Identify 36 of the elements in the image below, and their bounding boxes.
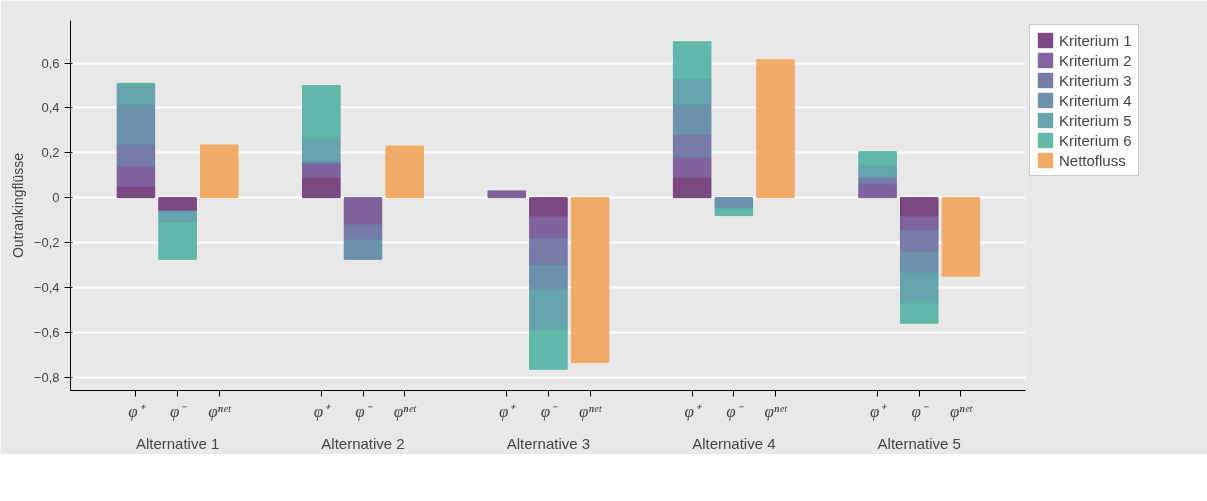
legend-label: Kriterium 4: [1059, 91, 1132, 109]
y-tick-label: 0: [52, 190, 60, 206]
x-tick-label: φ⁺: [313, 401, 332, 421]
legend-label: Kriterium 6: [1059, 131, 1132, 149]
y-tick-label: 0,2: [41, 145, 60, 161]
x-tick-label: φⁿᵉᵗ: [208, 401, 232, 421]
text: Alternative 5: [877, 434, 961, 452]
y-tick-label: 0,4: [41, 100, 60, 116]
x-tick-label: φ⁺: [684, 401, 702, 421]
legend-label: Kriterium 3: [1059, 71, 1132, 89]
text: Alternative 4: [692, 434, 776, 452]
legend-label: Nettofluss: [1059, 151, 1126, 169]
x-tick-label: φ⁻: [726, 401, 744, 421]
y-axis-title: Outrankingflüsse: [9, 152, 26, 259]
y-tick-label: −0,4: [33, 279, 60, 295]
x-tick-label: φ⁻: [169, 401, 188, 421]
x-tick-label: φ⁻: [911, 401, 929, 421]
y-tick-label: 0,6: [41, 55, 60, 71]
y-tick-label: −0,6: [33, 324, 60, 340]
x-tick-label: φ⁻: [540, 401, 559, 421]
y-tick-label: −0,8: [33, 369, 60, 385]
legend-label: Kriterium 2: [1059, 51, 1132, 69]
legend-label: Kriterium 5: [1059, 111, 1132, 129]
text: Alternative 1: [135, 434, 220, 452]
x-tick-label: φ⁺: [499, 401, 517, 421]
y-tick-label: −0,2: [33, 235, 60, 250]
x-tick-label: φⁿᵉᵗ: [579, 401, 603, 421]
text: Alternative 2: [321, 434, 405, 452]
text: Alternative 3: [506, 434, 591, 452]
x-tick-label: φ⁺: [869, 401, 888, 421]
x-tick-label: φⁿᵉᵗ: [393, 401, 417, 421]
x-tick-label: φⁿᵉᵗ: [949, 401, 974, 421]
x-tick-label: φ⁺: [128, 401, 146, 421]
legend-label: Kriterium 1: [1059, 31, 1132, 49]
x-tick-label: φⁿᵉᵗ: [764, 401, 788, 421]
x-tick-label: φ⁻: [355, 401, 373, 421]
